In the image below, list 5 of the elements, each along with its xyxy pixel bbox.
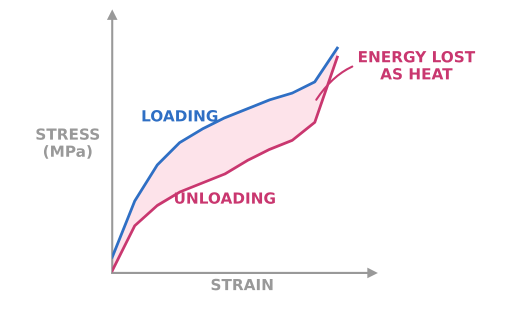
series-label: UNLOADING (174, 192, 275, 204)
y-axis-title: STRESS (MPa) (36, 128, 100, 159)
annotation: ENERGY LOST AS HEAT (358, 50, 476, 80)
series-label: LOADING (142, 110, 218, 122)
x-axis-title: STRAIN (212, 278, 273, 290)
